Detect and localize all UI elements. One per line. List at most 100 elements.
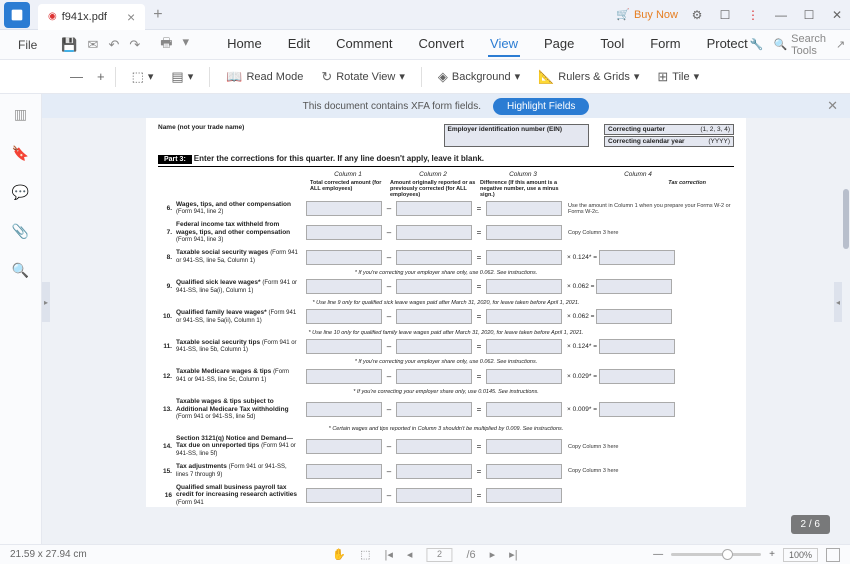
share-icon[interactable]: ☐ <box>716 6 734 24</box>
input-field[interactable] <box>306 279 382 294</box>
external-icon[interactable]: ↗ <box>836 38 845 51</box>
input-field[interactable] <box>306 339 382 354</box>
input-field[interactable] <box>486 309 562 324</box>
document-tab[interactable]: ◉ f941x.pdf × <box>38 4 145 30</box>
thumbnails-icon[interactable]: ▥ <box>14 106 27 123</box>
more-icon[interactable]: ⋮ <box>744 6 762 24</box>
input-field[interactable] <box>306 464 382 479</box>
input-field[interactable] <box>486 225 562 240</box>
attachment-icon[interactable]: 📎 <box>12 223 29 240</box>
maximize-button[interactable]: ☐ <box>800 6 818 24</box>
read-mode-button[interactable]: 📖 Read Mode <box>220 65 309 89</box>
menu-view[interactable]: View <box>488 32 520 57</box>
rulers-grids-button[interactable]: 📐 Rulers & Grids▾ <box>532 65 645 89</box>
rotate-view-button[interactable]: ↻ Rotate View▾ <box>315 65 411 89</box>
input-field[interactable] <box>306 369 382 384</box>
file-menu[interactable]: File <box>8 38 47 52</box>
buy-now-link[interactable]: 🛒 Buy Now <box>616 8 678 21</box>
last-page-icon[interactable]: ▸| <box>509 548 517 561</box>
input-field[interactable] <box>599 369 675 384</box>
bookmark-icon[interactable]: 🔖 <box>12 145 29 162</box>
undo-icon[interactable]: ↶ <box>108 37 119 53</box>
redo-icon[interactable]: ↷ <box>129 37 140 53</box>
minimize-button[interactable]: — <box>772 6 790 24</box>
input-field[interactable] <box>306 201 382 216</box>
input-field[interactable] <box>486 339 562 354</box>
input-field[interactable] <box>599 402 675 417</box>
menu-tool[interactable]: Tool <box>598 32 626 57</box>
menu-protect[interactable]: Protect <box>705 32 750 57</box>
next-page-icon[interactable]: ▸ <box>490 548 496 561</box>
tab-close-icon[interactable]: × <box>127 9 135 25</box>
input-field[interactable] <box>486 201 562 216</box>
input-field[interactable] <box>306 250 382 265</box>
close-button[interactable]: ✕ <box>828 6 846 24</box>
input-field[interactable] <box>486 464 562 479</box>
search-tools[interactable]: 🔍 Search Tools <box>773 33 826 57</box>
page-layout-button[interactable]: ▤▾ <box>165 65 199 89</box>
input-field[interactable] <box>396 309 472 324</box>
input-field[interactable] <box>596 279 672 294</box>
wrench-icon[interactable]: 🔧 <box>750 38 764 51</box>
zoom-in-status-icon[interactable]: + <box>769 549 775 560</box>
mail-icon[interactable]: ✉ <box>88 37 99 53</box>
input-field[interactable] <box>486 279 562 294</box>
tile-button[interactable]: ⊞ Tile▾ <box>651 65 705 89</box>
hand-tool-icon[interactable]: ✋ <box>332 548 346 561</box>
menu-edit[interactable]: Edit <box>286 32 312 57</box>
fit-screen-icon[interactable] <box>826 548 840 562</box>
background-button[interactable]: ◈ Background▾ <box>432 65 526 89</box>
input-field[interactable] <box>396 225 472 240</box>
print-dropdown-icon[interactable]: ▾ <box>183 34 190 56</box>
zoom-slider[interactable] <box>671 553 761 556</box>
menu-comment[interactable]: Comment <box>334 32 394 57</box>
menu-page[interactable]: Page <box>542 32 576 57</box>
page-input[interactable]: 2 <box>426 548 452 562</box>
prev-page-icon[interactable]: ◂ <box>407 548 413 561</box>
input-field[interactable] <box>486 439 562 454</box>
input-field[interactable] <box>396 250 472 265</box>
print-icon[interactable]: 🖶 <box>160 34 172 56</box>
input-field[interactable] <box>306 309 382 324</box>
input-field[interactable] <box>396 279 472 294</box>
input-field[interactable] <box>306 439 382 454</box>
input-field[interactable] <box>599 250 675 265</box>
input-field[interactable] <box>486 488 562 503</box>
banner-close-icon[interactable]: ✕ <box>827 98 838 114</box>
zoom-percent[interactable]: 100% <box>783 548 818 562</box>
zoom-in-icon[interactable]: + <box>97 69 105 84</box>
zoom-out-status-icon[interactable]: — <box>653 549 663 560</box>
input-field[interactable] <box>396 339 472 354</box>
right-expand[interactable]: ◂ <box>834 282 842 322</box>
input-field[interactable] <box>396 369 472 384</box>
highlight-fields-button[interactable]: Highlight Fields <box>493 98 589 115</box>
gift-icon[interactable]: ⚙ <box>688 6 706 24</box>
input-field[interactable] <box>396 439 472 454</box>
input-field[interactable] <box>486 402 562 417</box>
first-page-icon[interactable]: |◂ <box>385 548 393 561</box>
fit-width-button[interactable]: ⬚▾ <box>126 65 160 89</box>
input-field[interactable] <box>486 250 562 265</box>
input-field[interactable] <box>306 225 382 240</box>
input-field[interactable] <box>306 402 382 417</box>
form-row: 15.Tax adjustments (Form 941 or 941-SS, … <box>158 463 734 479</box>
search-panel-icon[interactable]: 🔍 <box>12 262 29 279</box>
input-field[interactable] <box>396 464 472 479</box>
input-field[interactable] <box>599 339 675 354</box>
zoom-out-icon[interactable]: — <box>70 69 83 84</box>
input-field[interactable] <box>486 369 562 384</box>
menu-form[interactable]: Form <box>648 32 682 57</box>
save-icon[interactable]: 💾 <box>61 37 77 53</box>
left-expand[interactable]: ▸ <box>42 282 50 322</box>
input-field[interactable] <box>396 402 472 417</box>
input-field[interactable] <box>396 201 472 216</box>
input-field[interactable] <box>396 488 472 503</box>
select-tool-icon[interactable]: ⬚ <box>360 548 370 561</box>
input-field[interactable] <box>306 488 382 503</box>
scrollbar[interactable] <box>843 189 849 249</box>
tab-add-icon[interactable]: + <box>153 6 162 24</box>
menu-convert[interactable]: Convert <box>417 32 467 57</box>
input-field[interactable] <box>596 309 672 324</box>
comment-icon[interactable]: 💬 <box>12 184 29 201</box>
menu-home[interactable]: Home <box>225 32 264 57</box>
